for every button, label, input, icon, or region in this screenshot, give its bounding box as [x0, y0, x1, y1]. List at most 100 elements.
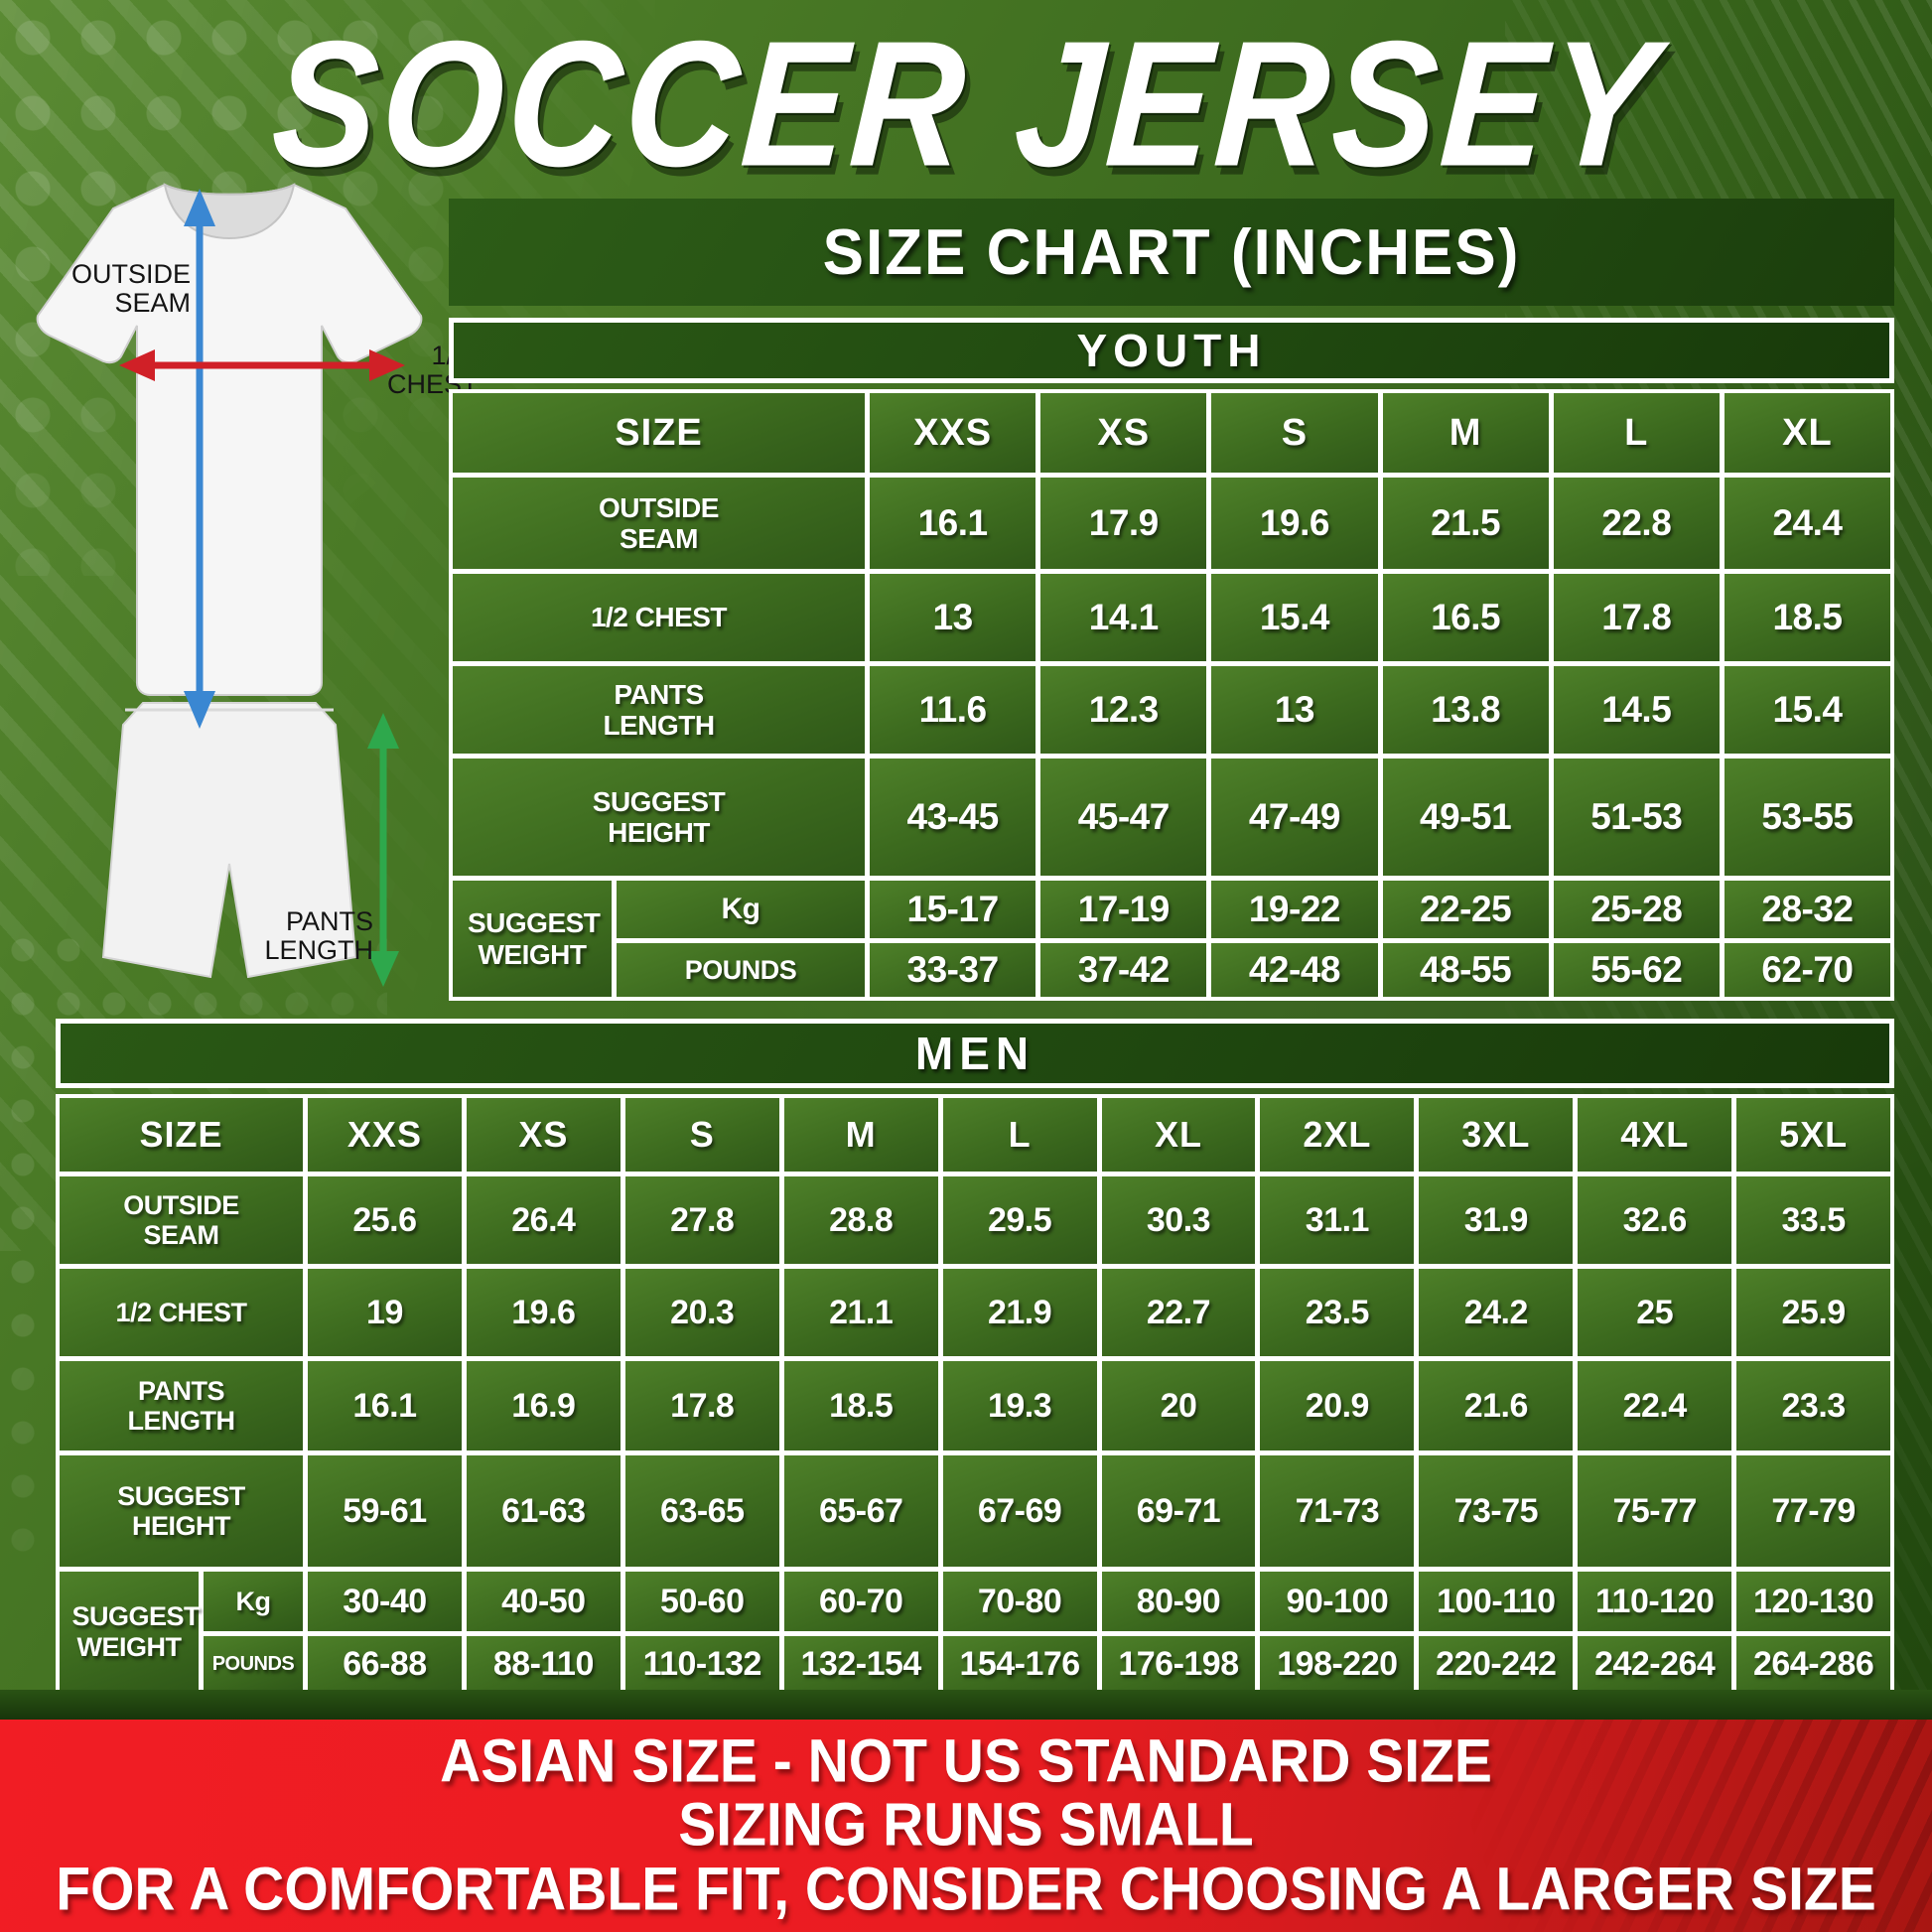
cell: 90-100 — [1260, 1572, 1415, 1631]
table-row: SUGGEST HEIGHT 43-45 45-47 47-49 49-51 5… — [453, 759, 1891, 876]
cell: 55-62 — [1553, 943, 1720, 997]
cell: 16.1 — [870, 478, 1036, 569]
cell: 77-79 — [1736, 1455, 1891, 1567]
youth-section-banner: YOUTH — [449, 318, 1894, 383]
jersey-graphic — [36, 183, 423, 987]
row-label-text: SUGGEST WEIGHT — [71, 1601, 201, 1662]
cell: 30-40 — [308, 1572, 462, 1631]
col-header: XXS — [308, 1098, 462, 1172]
cell: 31.1 — [1260, 1176, 1415, 1264]
col-header: M — [783, 1098, 938, 1172]
row-label-text: SUGGEST HEIGHT — [117, 1480, 245, 1541]
size-chart-title: SIZE CHART (INCHES) — [822, 215, 1521, 289]
suggest-weight-row: SUGGEST WEIGHT Kg 15-17 17-19 19-22 22-2… — [453, 881, 1891, 997]
row-label: PANTS LENGTH — [60, 1361, 303, 1450]
table-row: SUGGEST HEIGHT 59-61 61-63 63-65 65-67 6… — [60, 1455, 1891, 1567]
men-size-table: SIZE XXS XS S M L XL 2XL 3XL 4XL 5XL OUT… — [56, 1094, 1894, 1696]
cell: 25-28 — [1553, 881, 1720, 938]
cell: 48-55 — [1382, 943, 1549, 997]
kg-label: Kg — [617, 881, 865, 938]
cell: 25.9 — [1736, 1269, 1891, 1356]
shirt-shape — [36, 183, 423, 696]
garment-measurement-diagram: OUTSIDE SEAM 1/2 CHEST PANTS LENGTH — [26, 167, 479, 1029]
men-header-row: SIZE XXS XS S M L XL 2XL 3XL 4XL 5XL — [60, 1098, 1891, 1172]
notice-line: ASIAN SIZE - NOT US STANDARD SIZE — [440, 1726, 1492, 1796]
row-label-text: OUTSIDE SEAM — [123, 1189, 239, 1250]
col-header: XL — [1724, 393, 1891, 473]
cell: 25 — [1578, 1269, 1732, 1356]
col-header: M — [1382, 393, 1549, 473]
cell: 65-67 — [783, 1455, 938, 1567]
cell: 22.7 — [1101, 1269, 1256, 1356]
cell: 15.4 — [1724, 666, 1891, 754]
row-label-text: 1/2 CHEST — [590, 602, 728, 633]
size-chart-header-panel: SIZE CHART (INCHES) — [449, 199, 1894, 306]
row-label-text: SUGGEST WEIGHT — [468, 907, 601, 970]
cell: 73-75 — [1419, 1455, 1574, 1567]
col-header: S — [1211, 393, 1378, 473]
cell: 16.5 — [1382, 574, 1549, 661]
table-row: 1/2 CHEST 19 19.6 20.3 21.1 21.9 22.7 23… — [60, 1269, 1891, 1356]
outside-seam-label: OUTSIDE SEAM — [70, 259, 191, 319]
pounds-subrow: POUNDS 66-88 88-110 110-132 132-154 154-… — [204, 1636, 1891, 1692]
cell: 18.5 — [1724, 574, 1891, 661]
pounds-label: POUNDS — [617, 943, 865, 997]
cell: 51-53 — [1553, 759, 1720, 876]
kg-subrow: Kg 15-17 17-19 19-22 22-25 25-28 28-32 — [617, 881, 1891, 938]
cell: 13 — [870, 574, 1036, 661]
col-header: XL — [1101, 1098, 1256, 1172]
youth-size-table: SIZE XXS XS S M L XL OUTSIDE SEAM 16.1 1… — [449, 389, 1894, 1001]
cell: 59-61 — [308, 1455, 462, 1567]
cell: 67-69 — [942, 1455, 1097, 1567]
cell: 17.8 — [1553, 574, 1720, 661]
cell: 80-90 — [1101, 1572, 1256, 1631]
size-column-header: SIZE — [453, 393, 865, 473]
cell: 242-264 — [1578, 1636, 1732, 1692]
footer-stripes-decoration — [1376, 1720, 1932, 1932]
row-label: PANTS LENGTH — [453, 666, 865, 754]
cell: 13.8 — [1382, 666, 1549, 754]
cell: 42-48 — [1211, 943, 1378, 997]
cell: 11.6 — [870, 666, 1036, 754]
cell: 61-63 — [466, 1455, 621, 1567]
cell: 33-37 — [870, 943, 1036, 997]
cell: 33.5 — [1736, 1176, 1891, 1264]
table-row: PANTS LENGTH 16.1 16.9 17.8 18.5 19.3 20… — [60, 1361, 1891, 1450]
cell: 60-70 — [783, 1572, 938, 1631]
cell: 19.3 — [942, 1361, 1097, 1450]
cell: 40-50 — [466, 1572, 621, 1631]
cell: 12.3 — [1040, 666, 1207, 754]
cell: 70-80 — [942, 1572, 1097, 1631]
table-row: OUTSIDE SEAM 16.1 17.9 19.6 21.5 22.8 24… — [453, 478, 1891, 569]
cell: 15.4 — [1211, 574, 1378, 661]
table-row: 1/2 CHEST 13 14.1 15.4 16.5 17.8 18.5 — [453, 574, 1891, 661]
cell: 20.9 — [1260, 1361, 1415, 1450]
cell: 75-77 — [1578, 1455, 1732, 1567]
cell: 14.1 — [1040, 574, 1207, 661]
cell: 47-49 — [1211, 759, 1378, 876]
cell: 24.4 — [1724, 478, 1891, 569]
kg-subrow: Kg 30-40 40-50 50-60 60-70 70-80 80-90 9… — [204, 1572, 1891, 1631]
cell: 27.8 — [624, 1176, 779, 1264]
pounds-subrow: POUNDS 33-37 37-42 42-48 48-55 55-62 62-… — [617, 943, 1891, 997]
col-header: L — [1553, 393, 1720, 473]
cell: 71-73 — [1260, 1455, 1415, 1567]
row-label-text: PANTS LENGTH — [603, 678, 715, 741]
col-header: 5XL — [1736, 1098, 1891, 1172]
col-header: 2XL — [1260, 1098, 1415, 1172]
size-column-header: SIZE — [60, 1098, 303, 1172]
cell: 176-198 — [1101, 1636, 1256, 1692]
cell: 30.3 — [1101, 1176, 1256, 1264]
cell: 66-88 — [308, 1636, 462, 1692]
cell: 88-110 — [466, 1636, 621, 1692]
cell: 50-60 — [624, 1572, 779, 1631]
table-row: OUTSIDE SEAM 25.6 26.4 27.8 28.8 29.5 30… — [60, 1176, 1891, 1264]
cell: 43-45 — [870, 759, 1036, 876]
col-header: XS — [1040, 393, 1207, 473]
cell: 32.6 — [1578, 1176, 1732, 1264]
cell: 23.3 — [1736, 1361, 1891, 1450]
row-label-text: PANTS LENGTH — [127, 1375, 236, 1436]
cell: 19 — [308, 1269, 462, 1356]
half-chest-arrow — [119, 349, 405, 381]
